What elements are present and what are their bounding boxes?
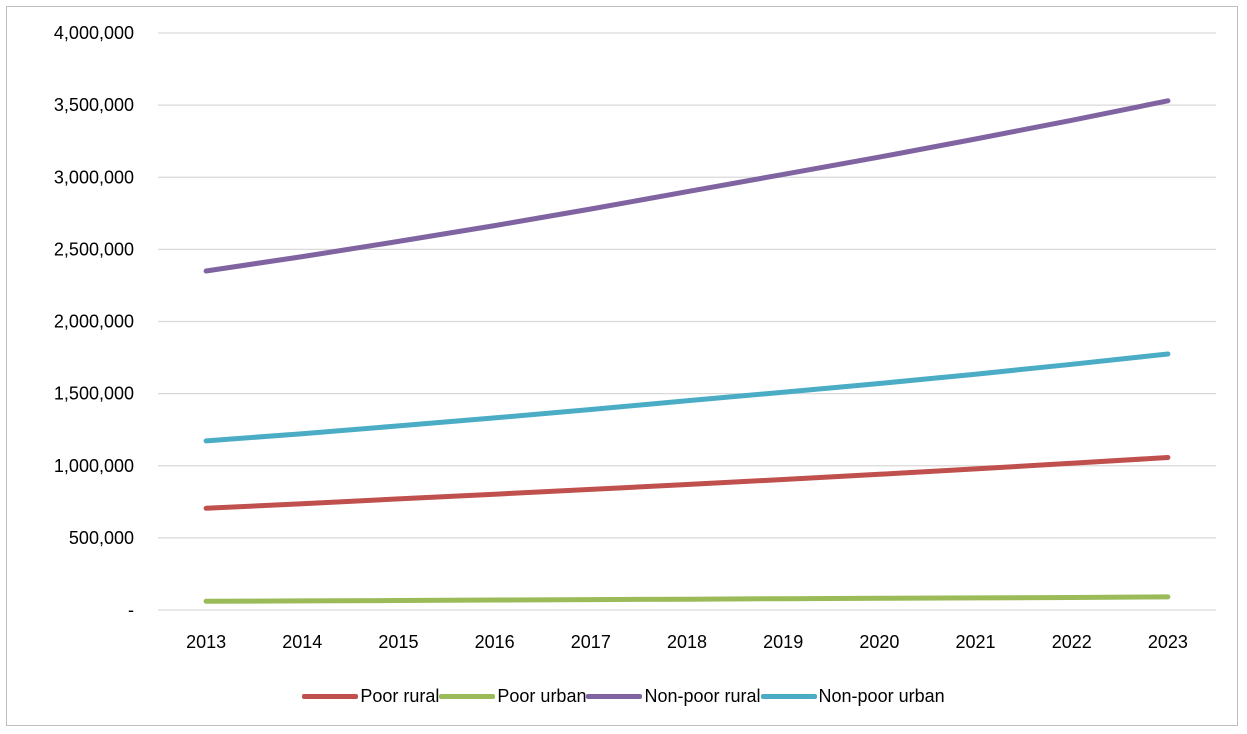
x-tick-label: 2017 [571, 632, 611, 652]
y-tick-label: 4,000,000 [54, 23, 134, 43]
series-line-non-poor-rural [203, 98, 1171, 274]
x-tick-label: 2022 [1052, 632, 1092, 652]
x-axis-tick-labels: 2013 2014 2015 2016 2017 2018 2019 2020 2021 2022… [186, 632, 1188, 652]
legend-swatch [302, 693, 359, 699]
series-line-poor-urban [203, 594, 1171, 604]
legend: Poor rural Poor urban Non-poor rural Non-po… [0, 681, 1247, 711]
legend-item: Non-poor urban [760, 685, 945, 707]
y-tick-label: 1,500,000 [54, 384, 134, 404]
x-tick-label: 2014 [282, 632, 322, 652]
legend-label: Non-poor urban [818, 685, 945, 706]
series-line-poor-rural [203, 455, 1171, 511]
x-tick-label: 2020 [859, 632, 899, 652]
legend-item: Poor rural [302, 686, 439, 707]
x-tick-label: 2019 [763, 632, 803, 652]
legend-item: Non-poor rural [586, 685, 761, 707]
x-tick-label: 2016 [475, 632, 515, 652]
series-lines [203, 98, 1171, 604]
legend-item: Poor urban [439, 686, 586, 707]
y-tick-label: 3,000,000 [54, 167, 134, 187]
y-tick-label: - [128, 600, 134, 620]
y-axis-tick-labels: - 500,000 1,000,000 1,500,000 2,000,000 2,500… [54, 23, 134, 620]
y-tick-label: 3,500,000 [54, 95, 134, 115]
y-tick-label: 1,000,000 [54, 456, 134, 476]
series-line-non-poor-urban [203, 351, 1171, 444]
x-tick-label: 2013 [186, 632, 226, 652]
x-tick-label: 2015 [378, 632, 418, 652]
legend-label: Non-poor rural [644, 685, 761, 706]
legend-swatch [586, 693, 643, 699]
legend-label: Poor urban [497, 685, 587, 706]
legend-swatch [760, 693, 817, 699]
y-tick-label: 500,000 [69, 528, 134, 548]
x-tick-label: 2018 [667, 632, 707, 652]
y-tick-label: 2,000,000 [54, 312, 134, 332]
y-tick-label: 2,500,000 [54, 239, 134, 259]
legend-label: Poor rural [360, 685, 440, 706]
x-tick-label: 2023 [1148, 632, 1188, 652]
legend-swatch [439, 693, 496, 699]
x-tick-label: 2021 [956, 632, 996, 652]
